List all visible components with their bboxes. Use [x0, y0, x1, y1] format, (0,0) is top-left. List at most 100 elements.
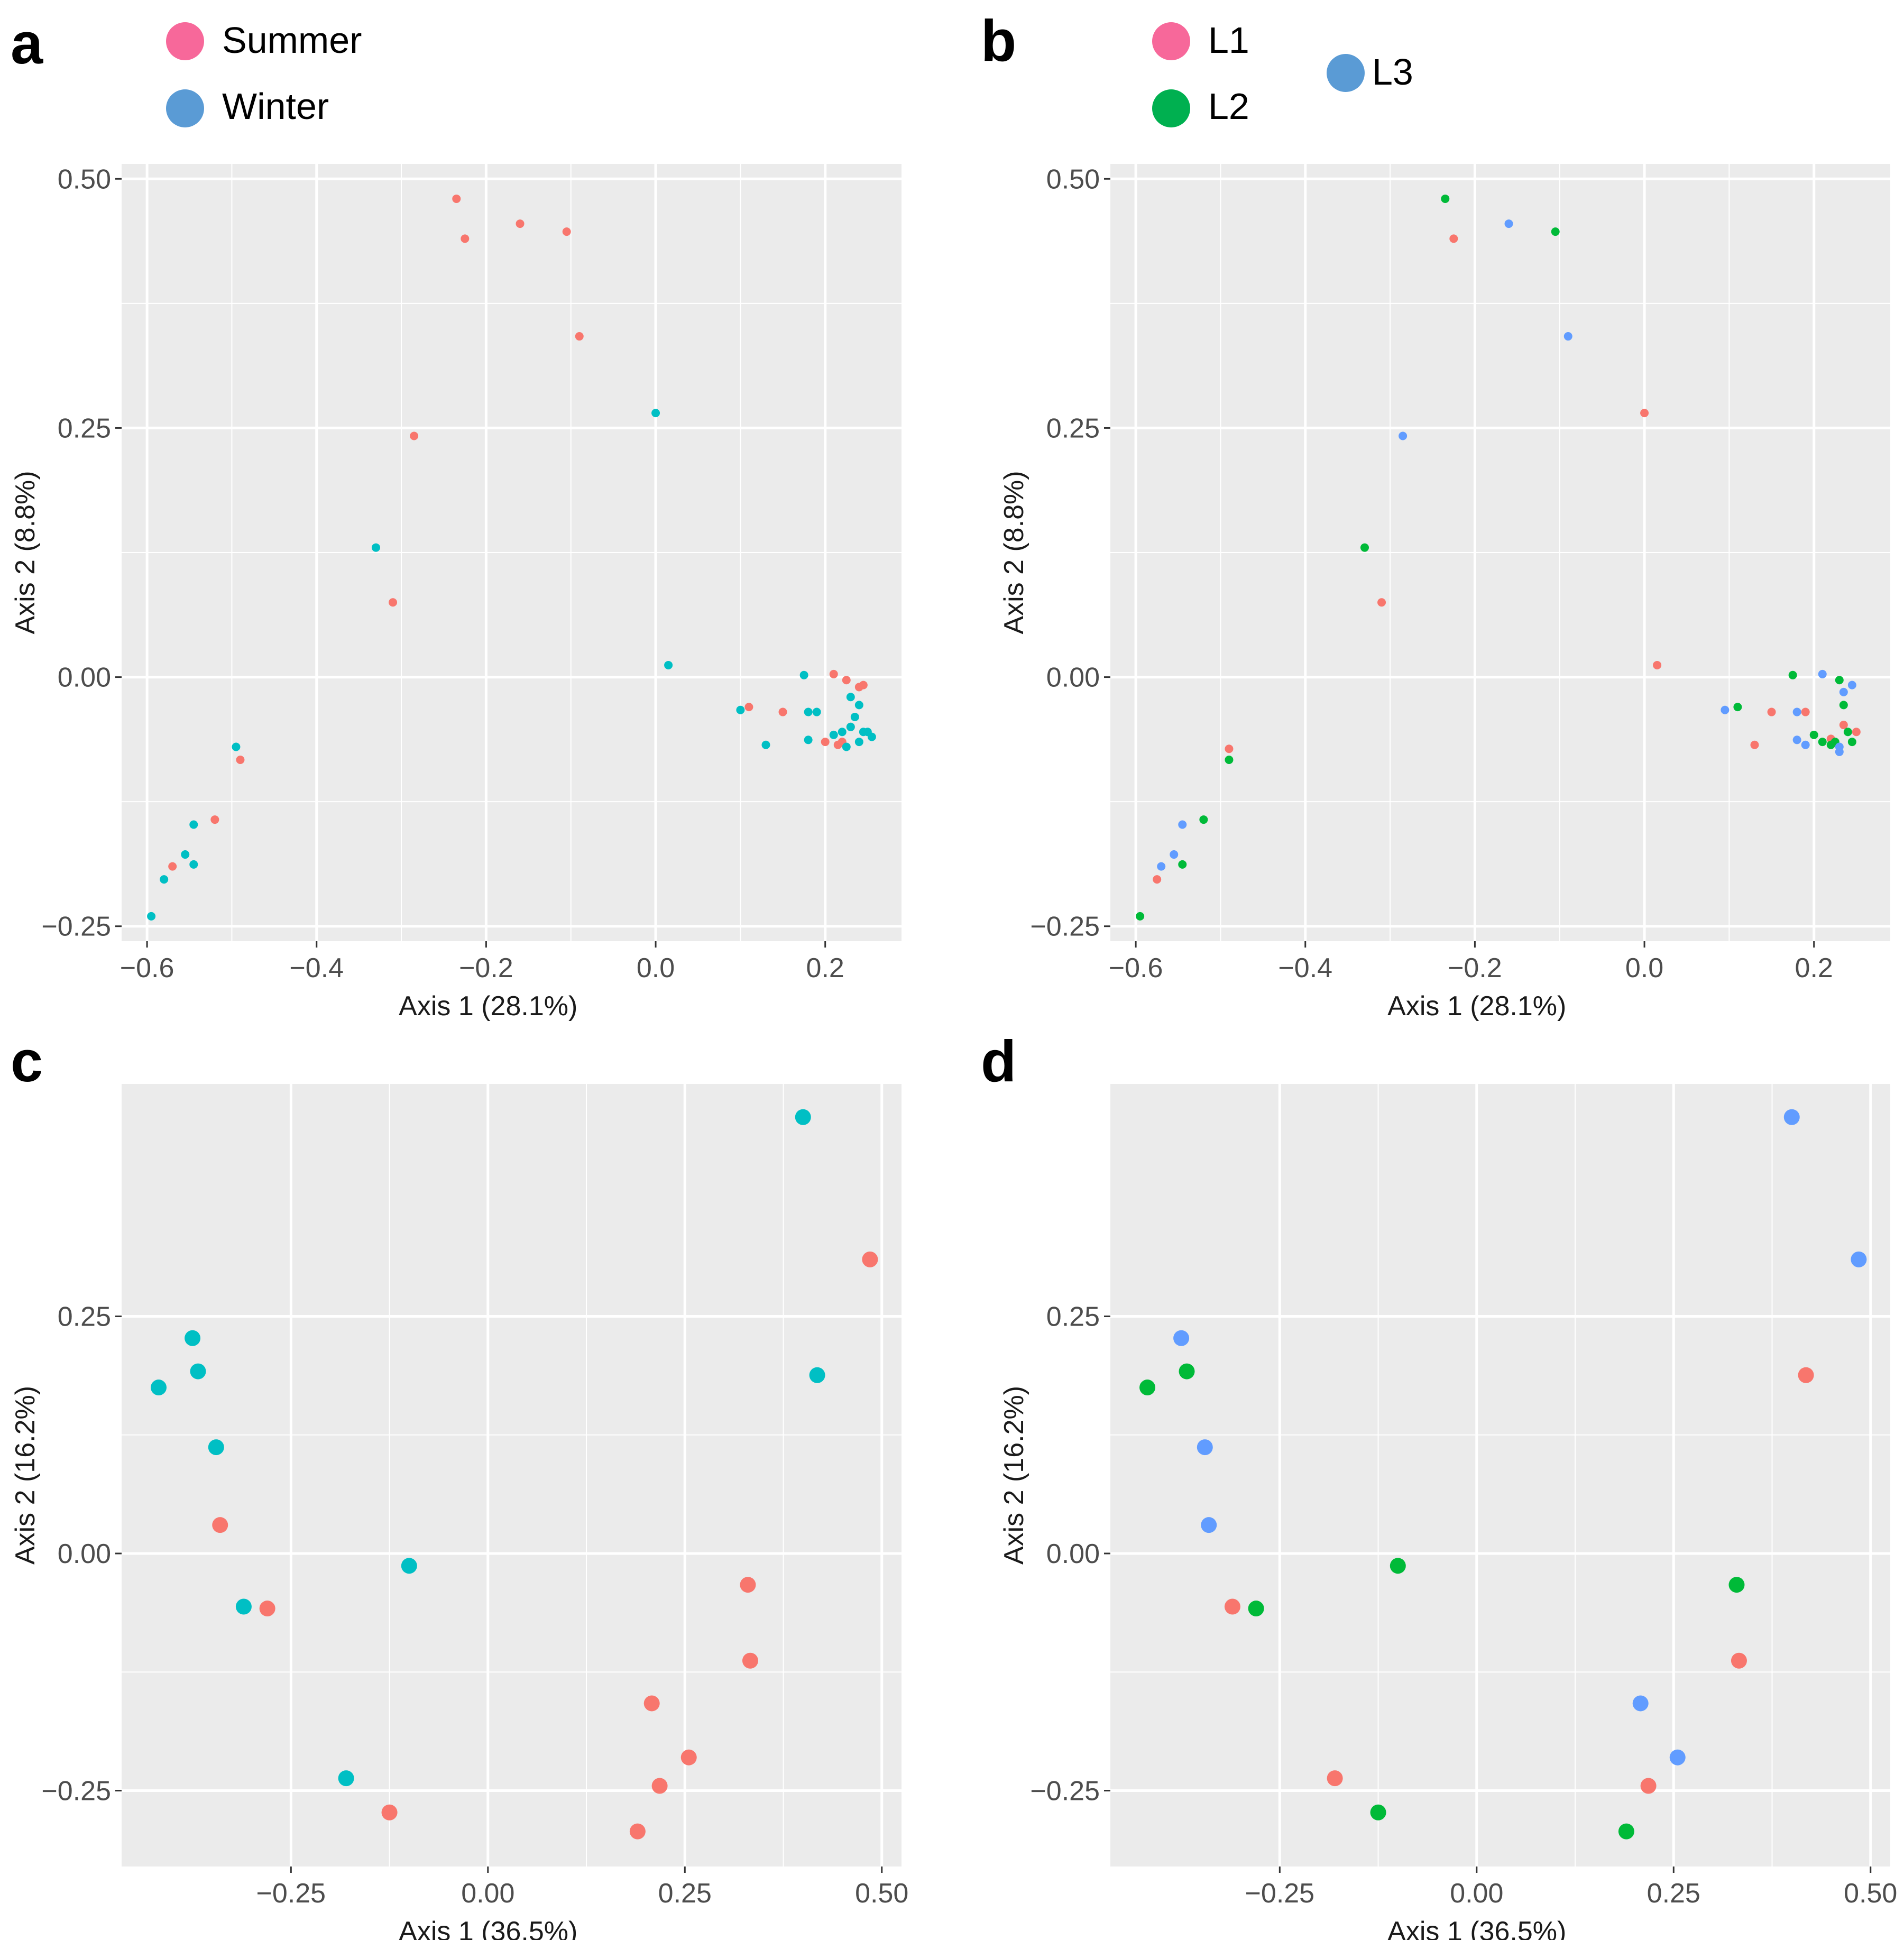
x-tick-label: 0.0: [1625, 953, 1663, 983]
legend-season: Summer Winter: [166, 20, 362, 127]
panel-letter-b: b: [981, 8, 1016, 73]
y-tick-label: 0.25: [1046, 1302, 1100, 1332]
data-point-l2: [1728, 1577, 1745, 1593]
legend-l3-swatch: [1327, 54, 1365, 92]
data-point-winter: [804, 707, 813, 716]
data-point-l2: [1370, 1804, 1386, 1821]
plot-panel-d: −0.25 0.00 0.25 0.50 −0.25 0.00 0.25 Axis 1 (36…: [999, 1084, 1897, 1940]
data-point-l2: [1818, 738, 1827, 747]
series-summer: [212, 1251, 878, 1840]
legend-l3-label: L3: [1372, 51, 1413, 93]
data-point-winter: [842, 742, 851, 751]
x-tick-label: 0.2: [1795, 953, 1833, 983]
plot-background: [122, 1084, 902, 1867]
data-point-winter: [181, 850, 190, 859]
data-point-winter: [838, 728, 847, 737]
data-point-l3: [1792, 707, 1801, 716]
x-tick-label: 0.25: [1647, 1878, 1700, 1909]
data-point-summer: [410, 431, 419, 440]
data-point-l2: [1835, 676, 1844, 685]
data-point-winter: [809, 1367, 825, 1383]
data-point-l3: [1504, 219, 1513, 228]
panel-letter-c: c: [11, 1029, 43, 1094]
x-tick-label: 0.50: [1844, 1878, 1897, 1909]
data-point-winter: [812, 707, 821, 716]
x-tick-label: −0.2: [459, 953, 513, 983]
data-point-winter: [651, 409, 660, 418]
data-point-winter: [160, 875, 169, 884]
y-tick-label: −0.25: [41, 1776, 111, 1806]
data-point-winter: [235, 1598, 252, 1615]
data-point-winter: [854, 738, 863, 747]
legend-location: L1 L2 L3: [1152, 20, 1413, 127]
y-tick-label: 0.25: [58, 1302, 111, 1332]
x-axis-title: Axis 1 (36.5%): [1387, 1916, 1566, 1940]
data-point-l3: [1632, 1695, 1649, 1712]
series-winter: [151, 1109, 825, 1787]
data-point-l1: [1767, 707, 1776, 716]
data-point-winter: [829, 730, 838, 739]
data-point-winter: [736, 705, 745, 714]
data-point-l2: [1847, 738, 1856, 747]
data-point-l1: [1640, 1778, 1657, 1794]
data-point-summer: [516, 219, 525, 228]
data-point-l2: [1618, 1823, 1634, 1840]
data-point-l3: [1818, 669, 1827, 678]
data-point-summer: [389, 598, 398, 607]
series-l3: [1173, 1109, 1867, 1766]
data-point-l2: [1139, 1380, 1156, 1396]
legend-l2-label: L2: [1208, 86, 1249, 127]
x-tick-label: −0.6: [1109, 953, 1163, 983]
data-point-l1: [1750, 740, 1759, 749]
data-point-l1: [1839, 721, 1848, 730]
data-point-l1: [1153, 875, 1162, 884]
data-point-l3: [1563, 332, 1572, 341]
data-point-l3: [1801, 740, 1810, 749]
data-point-summer: [651, 1778, 668, 1794]
data-point-l1: [1801, 707, 1810, 716]
y-tick-label: −0.25: [41, 912, 111, 942]
data-point-l2: [1199, 815, 1208, 824]
data-point-summer: [236, 756, 245, 764]
x-tick-label: 0.0: [637, 953, 675, 983]
data-point-l2: [1839, 701, 1848, 710]
data-point-l2: [1225, 756, 1234, 764]
data-point-winter: [151, 1380, 167, 1396]
y-tick-label: −0.25: [1030, 1776, 1100, 1806]
legend-l1-label: L1: [1208, 20, 1249, 61]
data-point-summer: [829, 669, 838, 678]
data-point-winter: [338, 1770, 354, 1787]
data-point-summer: [629, 1823, 646, 1840]
data-point-summer: [168, 862, 177, 871]
data-point-winter: [147, 912, 156, 921]
data-point-l1: [1224, 1598, 1240, 1615]
data-point-summer: [742, 1652, 758, 1669]
data-point-winter: [190, 1363, 206, 1380]
x-tick-label: 0.00: [1450, 1878, 1503, 1909]
y-tick-label: 0.25: [1046, 413, 1100, 444]
series-l2: [1139, 1363, 1745, 1840]
legend-summer-swatch: [166, 22, 204, 60]
x-tick-label: −0.25: [1245, 1878, 1315, 1909]
y-axis-title: Axis 2 (8.8%): [10, 471, 41, 634]
data-point-winter: [850, 712, 859, 721]
data-point-winter: [185, 1330, 201, 1346]
data-point-l1: [1327, 1770, 1343, 1787]
y-tick-label: 0.00: [58, 663, 111, 693]
data-point-summer: [461, 234, 470, 243]
x-axis-title: Axis 1 (36.5%): [399, 1916, 577, 1940]
data-point-summer: [680, 1749, 697, 1766]
legend-winter-label: Winter: [222, 86, 329, 127]
series-summer: [168, 194, 868, 871]
data-point-l2: [1136, 912, 1145, 921]
data-point-summer: [381, 1804, 398, 1821]
x-tick-label: 0.00: [461, 1878, 514, 1909]
data-point-winter: [846, 693, 855, 702]
data-point-l2: [1179, 1363, 1195, 1380]
data-point-winter: [189, 860, 198, 869]
data-point-winter: [664, 660, 673, 669]
y-tick-label: 0.25: [58, 413, 111, 444]
data-point-l3: [1201, 1517, 1217, 1533]
y-tick-label: 0.50: [58, 164, 111, 195]
